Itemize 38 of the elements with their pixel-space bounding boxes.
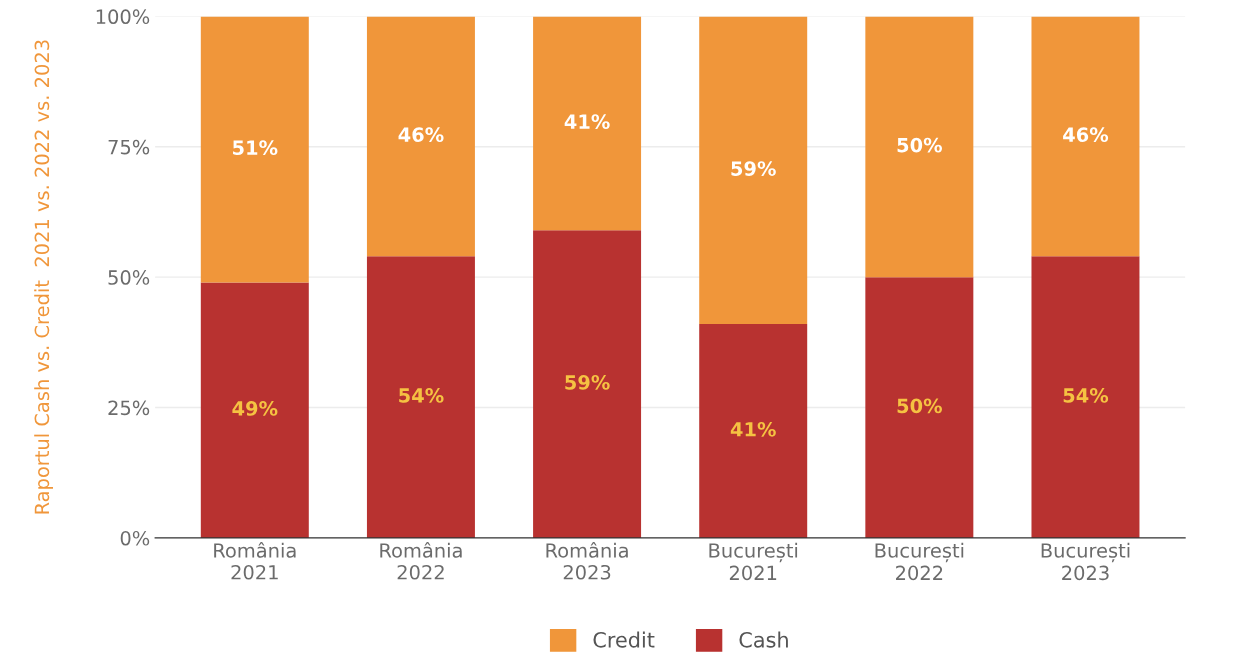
bar bbox=[1031, 256, 1140, 538]
data-label: 54% bbox=[1063, 388, 1109, 403]
data-label: 46% bbox=[398, 127, 444, 142]
y-tick-label: 25% bbox=[108, 400, 150, 416]
x-tick-label: București 2021 bbox=[709, 542, 798, 581]
y-tick-label: 0% bbox=[120, 530, 150, 546]
y-tick-label: 100% bbox=[96, 9, 150, 25]
y-tick-label: 75% bbox=[108, 139, 150, 155]
bar bbox=[699, 324, 808, 538]
data-label: 59% bbox=[565, 375, 610, 390]
x-tick-label: București 2022 bbox=[875, 542, 964, 581]
legend-label: Cash bbox=[739, 631, 788, 648]
data-label: 49% bbox=[232, 401, 278, 416]
bar bbox=[865, 16, 974, 278]
data-label: 41% bbox=[564, 114, 610, 129]
data-label: 50% bbox=[897, 137, 942, 153]
data-label: 54% bbox=[399, 388, 444, 403]
y-axis-title: Raportul Cash vs. Credit 2021 vs. 2022 vs. 2023 bbox=[34, 40, 54, 514]
bar bbox=[865, 277, 974, 538]
bar bbox=[200, 282, 309, 538]
x-tick-label: România 2021 bbox=[214, 542, 296, 580]
legend-label: Credit bbox=[593, 631, 655, 648]
data-label: 41% bbox=[730, 421, 776, 437]
data-label: 59% bbox=[731, 161, 776, 176]
x-tick-label: București 2023 bbox=[1041, 542, 1130, 581]
data-label: 50% bbox=[897, 398, 942, 414]
bar bbox=[699, 16, 808, 325]
bar bbox=[366, 16, 475, 257]
data-label: 51% bbox=[233, 140, 278, 156]
data-label: 46% bbox=[1063, 127, 1109, 142]
bar bbox=[366, 256, 475, 538]
y-tick-label: 50% bbox=[108, 270, 150, 285]
bar bbox=[533, 16, 642, 231]
bar bbox=[200, 16, 309, 283]
bar bbox=[533, 230, 642, 538]
x-tick-label: România 2022 bbox=[380, 542, 462, 580]
x-tick-label: România 2023 bbox=[546, 542, 628, 580]
bar bbox=[1031, 16, 1140, 257]
